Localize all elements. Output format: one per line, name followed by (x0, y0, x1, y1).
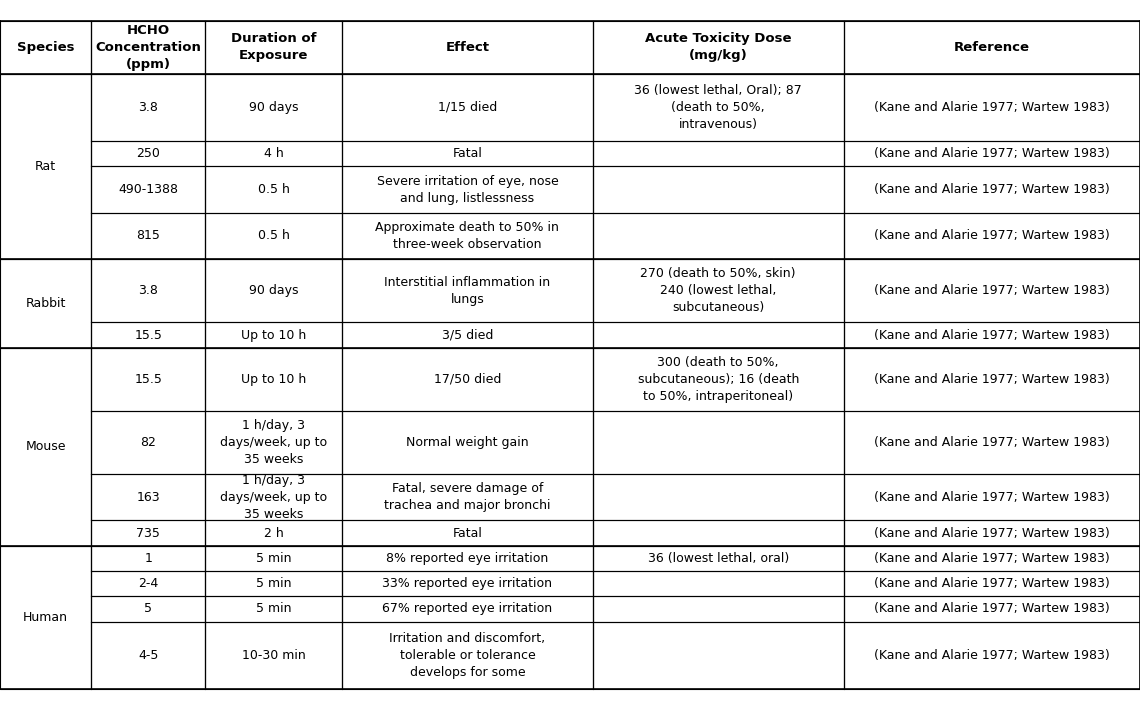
Text: Rat: Rat (35, 160, 56, 173)
Text: 82: 82 (140, 436, 156, 449)
Text: 5 min: 5 min (255, 602, 292, 615)
Text: 3.8: 3.8 (138, 284, 158, 297)
Text: (Kane and Alarie 1977; Wartew 1983): (Kane and Alarie 1977; Wartew 1983) (874, 148, 1109, 160)
Text: (Kane and Alarie 1977; Wartew 1983): (Kane and Alarie 1977; Wartew 1983) (874, 602, 1109, 615)
Text: Reference: Reference (954, 41, 1029, 54)
Text: 300 (death to 50%,
subcutaneous); 16 (death
to 50%, intraperitoneal): 300 (death to 50%, subcutaneous); 16 (de… (637, 356, 799, 403)
Text: 8% reported eye irritation: 8% reported eye irritation (386, 552, 548, 565)
Text: Acute Toxicity Dose
(mg/kg): Acute Toxicity Dose (mg/kg) (645, 32, 791, 63)
Text: 90 days: 90 days (249, 284, 299, 297)
Text: 735: 735 (137, 527, 160, 539)
Text: 33% reported eye irritation: 33% reported eye irritation (382, 577, 553, 590)
Text: (Kane and Alarie 1977; Wartew 1983): (Kane and Alarie 1977; Wartew 1983) (874, 577, 1109, 590)
Text: Human: Human (23, 611, 68, 624)
Text: 270 (death to 50%, skin)
240 (lowest lethal,
subcutaneous): 270 (death to 50%, skin) 240 (lowest let… (641, 267, 796, 314)
Text: 10-30 min: 10-30 min (242, 649, 306, 662)
Text: (Kane and Alarie 1977; Wartew 1983): (Kane and Alarie 1977; Wartew 1983) (874, 284, 1109, 297)
Text: 36 (lowest lethal, Oral); 87
(death to 50%,
intravenous): 36 (lowest lethal, Oral); 87 (death to 5… (634, 84, 803, 131)
Text: 15.5: 15.5 (135, 328, 162, 342)
Text: (Kane and Alarie 1977; Wartew 1983): (Kane and Alarie 1977; Wartew 1983) (874, 552, 1109, 565)
Text: Fatal: Fatal (453, 148, 482, 160)
Text: 815: 815 (137, 229, 160, 243)
Text: 1/15 died: 1/15 died (438, 101, 497, 114)
Text: Severe irritation of eye, nose
and lung, listlessness: Severe irritation of eye, nose and lung,… (376, 174, 559, 205)
Text: 0.5 h: 0.5 h (258, 183, 290, 196)
Text: 1 h/day, 3
days/week, up to
35 weeks: 1 h/day, 3 days/week, up to 35 weeks (220, 419, 327, 466)
Text: 90 days: 90 days (249, 101, 299, 114)
Text: (Kane and Alarie 1977; Wartew 1983): (Kane and Alarie 1977; Wartew 1983) (874, 229, 1109, 243)
Text: 5: 5 (144, 602, 153, 615)
Text: Fatal, severe damage of
trachea and major bronchi: Fatal, severe damage of trachea and majo… (384, 482, 551, 512)
Text: 2 h: 2 h (263, 527, 284, 539)
Text: Interstitial inflammation in
lungs: Interstitial inflammation in lungs (384, 276, 551, 306)
Text: (Kane and Alarie 1977; Wartew 1983): (Kane and Alarie 1977; Wartew 1983) (874, 436, 1109, 449)
Text: Normal weight gain: Normal weight gain (406, 436, 529, 449)
Text: Approximate death to 50% in
three-week observation: Approximate death to 50% in three-week o… (375, 221, 560, 251)
Text: 3/5 died: 3/5 died (441, 328, 494, 342)
Text: (Kane and Alarie 1977; Wartew 1983): (Kane and Alarie 1977; Wartew 1983) (874, 328, 1109, 342)
Text: (Kane and Alarie 1977; Wartew 1983): (Kane and Alarie 1977; Wartew 1983) (874, 373, 1109, 386)
Text: 1 h/day, 3
days/week, up to
35 weeks: 1 h/day, 3 days/week, up to 35 weeks (220, 474, 327, 521)
Text: Mouse: Mouse (25, 440, 66, 453)
Text: 0.5 h: 0.5 h (258, 229, 290, 243)
Text: 1: 1 (145, 552, 152, 565)
Text: Fatal: Fatal (453, 527, 482, 539)
Text: HCHO
Concentration
(ppm): HCHO Concentration (ppm) (96, 24, 201, 71)
Text: 15.5: 15.5 (135, 373, 162, 386)
Text: Up to 10 h: Up to 10 h (241, 373, 307, 386)
Text: 4-5: 4-5 (138, 649, 158, 662)
Text: Effect: Effect (446, 41, 489, 54)
Text: 17/50 died: 17/50 died (433, 373, 502, 386)
Text: (Kane and Alarie 1977; Wartew 1983): (Kane and Alarie 1977; Wartew 1983) (874, 101, 1109, 114)
Text: 5 min: 5 min (255, 577, 292, 590)
Text: 490-1388: 490-1388 (119, 183, 178, 196)
Text: 2-4: 2-4 (138, 577, 158, 590)
Text: (Kane and Alarie 1977; Wartew 1983): (Kane and Alarie 1977; Wartew 1983) (874, 649, 1109, 662)
Text: (Kane and Alarie 1977; Wartew 1983): (Kane and Alarie 1977; Wartew 1983) (874, 183, 1109, 196)
Text: 250: 250 (137, 148, 160, 160)
Text: 4 h: 4 h (263, 148, 284, 160)
Text: Rabbit: Rabbit (25, 297, 66, 310)
Text: 163: 163 (137, 491, 160, 504)
Text: 67% reported eye irritation: 67% reported eye irritation (382, 602, 553, 615)
Text: 3.8: 3.8 (138, 101, 158, 114)
Text: Duration of
Exposure: Duration of Exposure (230, 32, 316, 63)
Text: 36 (lowest lethal, oral): 36 (lowest lethal, oral) (648, 552, 789, 565)
Text: Up to 10 h: Up to 10 h (241, 328, 307, 342)
Text: Irritation and discomfort,
tolerable or tolerance
develops for some: Irritation and discomfort, tolerable or … (390, 632, 545, 678)
Text: 5 min: 5 min (255, 552, 292, 565)
Text: (Kane and Alarie 1977; Wartew 1983): (Kane and Alarie 1977; Wartew 1983) (874, 491, 1109, 504)
Text: (Kane and Alarie 1977; Wartew 1983): (Kane and Alarie 1977; Wartew 1983) (874, 527, 1109, 539)
Text: Species: Species (17, 41, 74, 54)
